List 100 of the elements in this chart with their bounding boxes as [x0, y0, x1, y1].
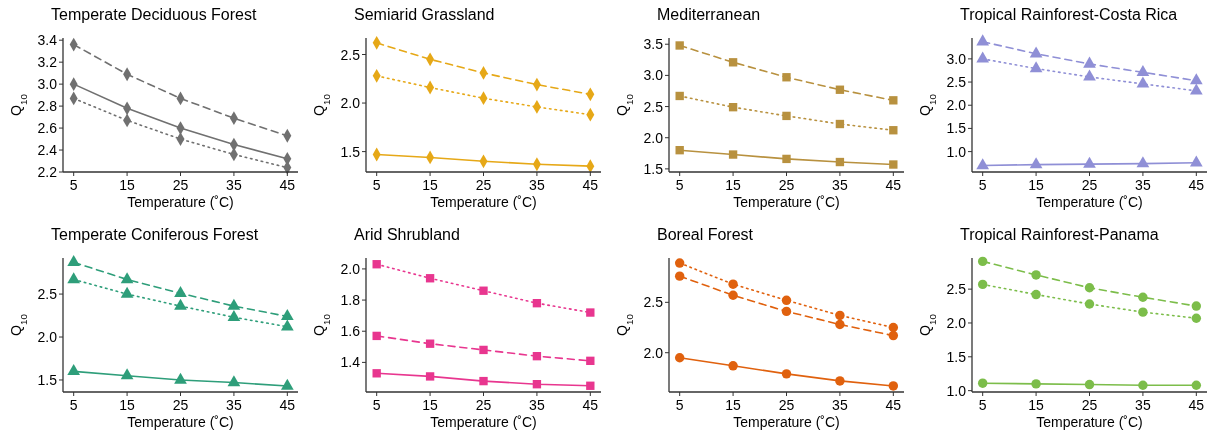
y-tick-label: 3.0 — [37, 76, 58, 93]
chart-title: Temperate Deciduous Forest — [51, 6, 257, 23]
point — [1189, 83, 1203, 95]
y-tick-label: 1.8 — [340, 292, 361, 309]
point — [227, 309, 241, 321]
point — [1191, 313, 1202, 323]
point — [835, 85, 845, 94]
point — [781, 306, 792, 317]
y-tick-label: 1.5 — [340, 143, 361, 160]
y-tick-label: 2.4 — [37, 142, 58, 159]
y-tick-label: 2.0 — [946, 97, 967, 114]
chart-title: Boreal Forest — [657, 226, 754, 243]
point — [372, 260, 381, 269]
point — [227, 375, 241, 387]
point — [1083, 56, 1096, 68]
point — [889, 126, 898, 135]
y-tick-label: 2.5 — [37, 286, 58, 303]
point — [977, 378, 988, 388]
point — [372, 331, 381, 341]
point — [674, 353, 685, 363]
point — [888, 381, 899, 391]
point — [728, 361, 738, 371]
point — [532, 299, 542, 308]
x-tick-label: 25 — [778, 397, 795, 413]
x-tick-label: 35 — [1135, 177, 1151, 193]
x-tick-label: 35 — [832, 177, 848, 193]
x-tick-label: 35 — [529, 397, 545, 413]
point — [1029, 61, 1043, 73]
y-tick-label: 2.2 — [37, 164, 58, 180]
y-tick-label: 2.0 — [946, 314, 967, 331]
x-tick-label: 35 — [226, 177, 242, 193]
x-tick-label: 25 — [778, 177, 795, 193]
point — [835, 319, 845, 330]
x-tick-label: 5 — [69, 177, 78, 193]
x-axis-title: Temperature (˚C) — [430, 414, 537, 430]
point — [586, 381, 595, 390]
x-tick-label: 15 — [422, 177, 439, 193]
x-axis-title: Temperature (˚C) — [127, 414, 234, 430]
chart-title: Temperate Coniferous Forest — [51, 226, 259, 243]
x-tick-label: 5 — [978, 177, 987, 193]
point — [1083, 156, 1096, 168]
point — [227, 298, 241, 310]
point — [888, 322, 899, 333]
y-tick-label: 1.0 — [946, 382, 967, 399]
point — [675, 41, 684, 50]
y-tick-label: 1.5 — [946, 348, 967, 365]
y-tick-label: 2.5 — [643, 98, 664, 115]
y-tick-label: 2.0 — [643, 344, 664, 361]
x-tick-label: 35 — [832, 397, 848, 413]
x-tick-label: 15 — [119, 397, 136, 413]
x-tick-label: 5 — [675, 397, 684, 413]
point — [67, 254, 81, 266]
point — [976, 158, 990, 170]
y-tick-label: 3.0 — [946, 50, 967, 67]
point — [586, 356, 595, 366]
point — [1138, 292, 1148, 302]
point — [1084, 379, 1095, 390]
x-tick-label: 25 — [1081, 177, 1098, 193]
point — [1138, 380, 1148, 390]
x-axis-title: Temperature (˚C) — [430, 194, 537, 210]
point — [781, 295, 792, 306]
y-tick-label: 2.0 — [643, 129, 664, 146]
point — [728, 58, 738, 67]
point — [280, 309, 294, 321]
point — [977, 256, 988, 267]
y-tick-label: 1.5 — [643, 160, 664, 177]
point — [835, 310, 845, 321]
point — [1031, 270, 1041, 280]
point — [888, 330, 899, 341]
point — [174, 298, 187, 310]
point — [977, 279, 988, 290]
x-tick-label: 25 — [172, 397, 189, 413]
point — [67, 272, 81, 284]
y-tick-label: 1.5 — [37, 371, 58, 388]
chart-title: Tropical Rainforest-Panama — [960, 226, 1159, 243]
point — [976, 51, 990, 63]
y-tick-label: 2.0 — [340, 95, 361, 112]
point — [728, 290, 738, 300]
point — [1189, 155, 1203, 167]
y-tick-label: 2.0 — [340, 260, 361, 277]
x-axis-title: Temperature (˚C) — [733, 194, 840, 210]
chart-title: Tropical Rainforest-Costa Rica — [960, 6, 1178, 23]
x-tick-label: 35 — [529, 177, 545, 193]
point — [1136, 76, 1150, 88]
x-tick-label: 45 — [885, 177, 902, 193]
x-tick-label: 5 — [978, 397, 987, 413]
x-tick-label: 35 — [226, 397, 242, 413]
x-axis-title: Temperature (˚C) — [1036, 414, 1143, 430]
point — [728, 279, 738, 289]
x-tick-label: 15 — [725, 397, 742, 413]
point — [425, 372, 435, 381]
y-tick-label: 3.5 — [643, 36, 664, 53]
point — [586, 308, 595, 317]
y-tick-label: 2.5 — [643, 294, 664, 311]
x-tick-label: 25 — [1081, 397, 1098, 413]
x-tick-label: 45 — [279, 177, 296, 193]
point — [120, 368, 134, 380]
point — [1191, 380, 1202, 390]
point — [782, 154, 791, 164]
y-tick-label: 2.5 — [946, 281, 967, 298]
